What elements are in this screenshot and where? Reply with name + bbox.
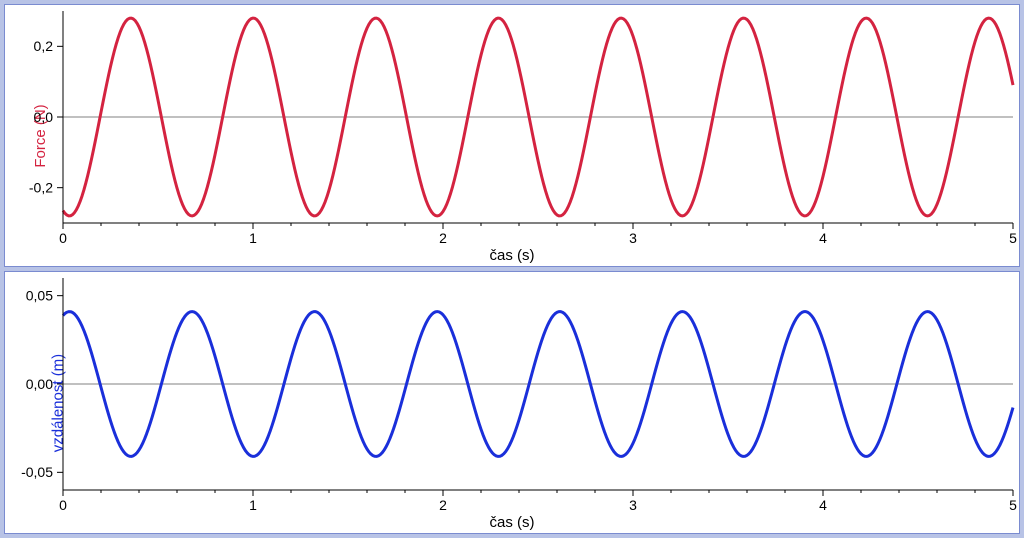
plot-area[interactable]: 012345-0,20,00,2 <box>63 11 1024 263</box>
y-tick-label: 0,05 <box>26 288 53 304</box>
x-tick-label: 1 <box>249 497 257 513</box>
y-tick-label: 0,2 <box>34 38 54 54</box>
x-tick-label: 2 <box>439 497 447 513</box>
x-tick-label: 0 <box>59 230 67 246</box>
x-tick-label: 3 <box>629 230 637 246</box>
y-tick-label: -0,05 <box>21 464 53 480</box>
x-tick-label: 5 <box>1009 497 1017 513</box>
y-tick-label: 0,00 <box>26 376 53 392</box>
x-tick-label: 0 <box>59 497 67 513</box>
y-tick-label: -0,2 <box>29 180 53 196</box>
x-tick-label: 2 <box>439 230 447 246</box>
x-tick-label: 4 <box>819 497 827 513</box>
plot-area[interactable]: 012345-0,050,000,05 <box>63 278 1024 530</box>
x-tick-label: 3 <box>629 497 637 513</box>
chart-panel-force: Force (N)čas (s)012345-0,20,00,2 <box>4 4 1020 267</box>
chart-page: Force (N)čas (s)012345-0,20,00,2vzdáleno… <box>0 0 1024 538</box>
x-tick-label: 5 <box>1009 230 1017 246</box>
y-tick-label: 0,0 <box>34 109 54 125</box>
chart-panel-distance: vzdálenost (m)čas (s)012345-0,050,000,05 <box>4 271 1020 534</box>
x-tick-label: 4 <box>819 230 827 246</box>
x-tick-label: 1 <box>249 230 257 246</box>
